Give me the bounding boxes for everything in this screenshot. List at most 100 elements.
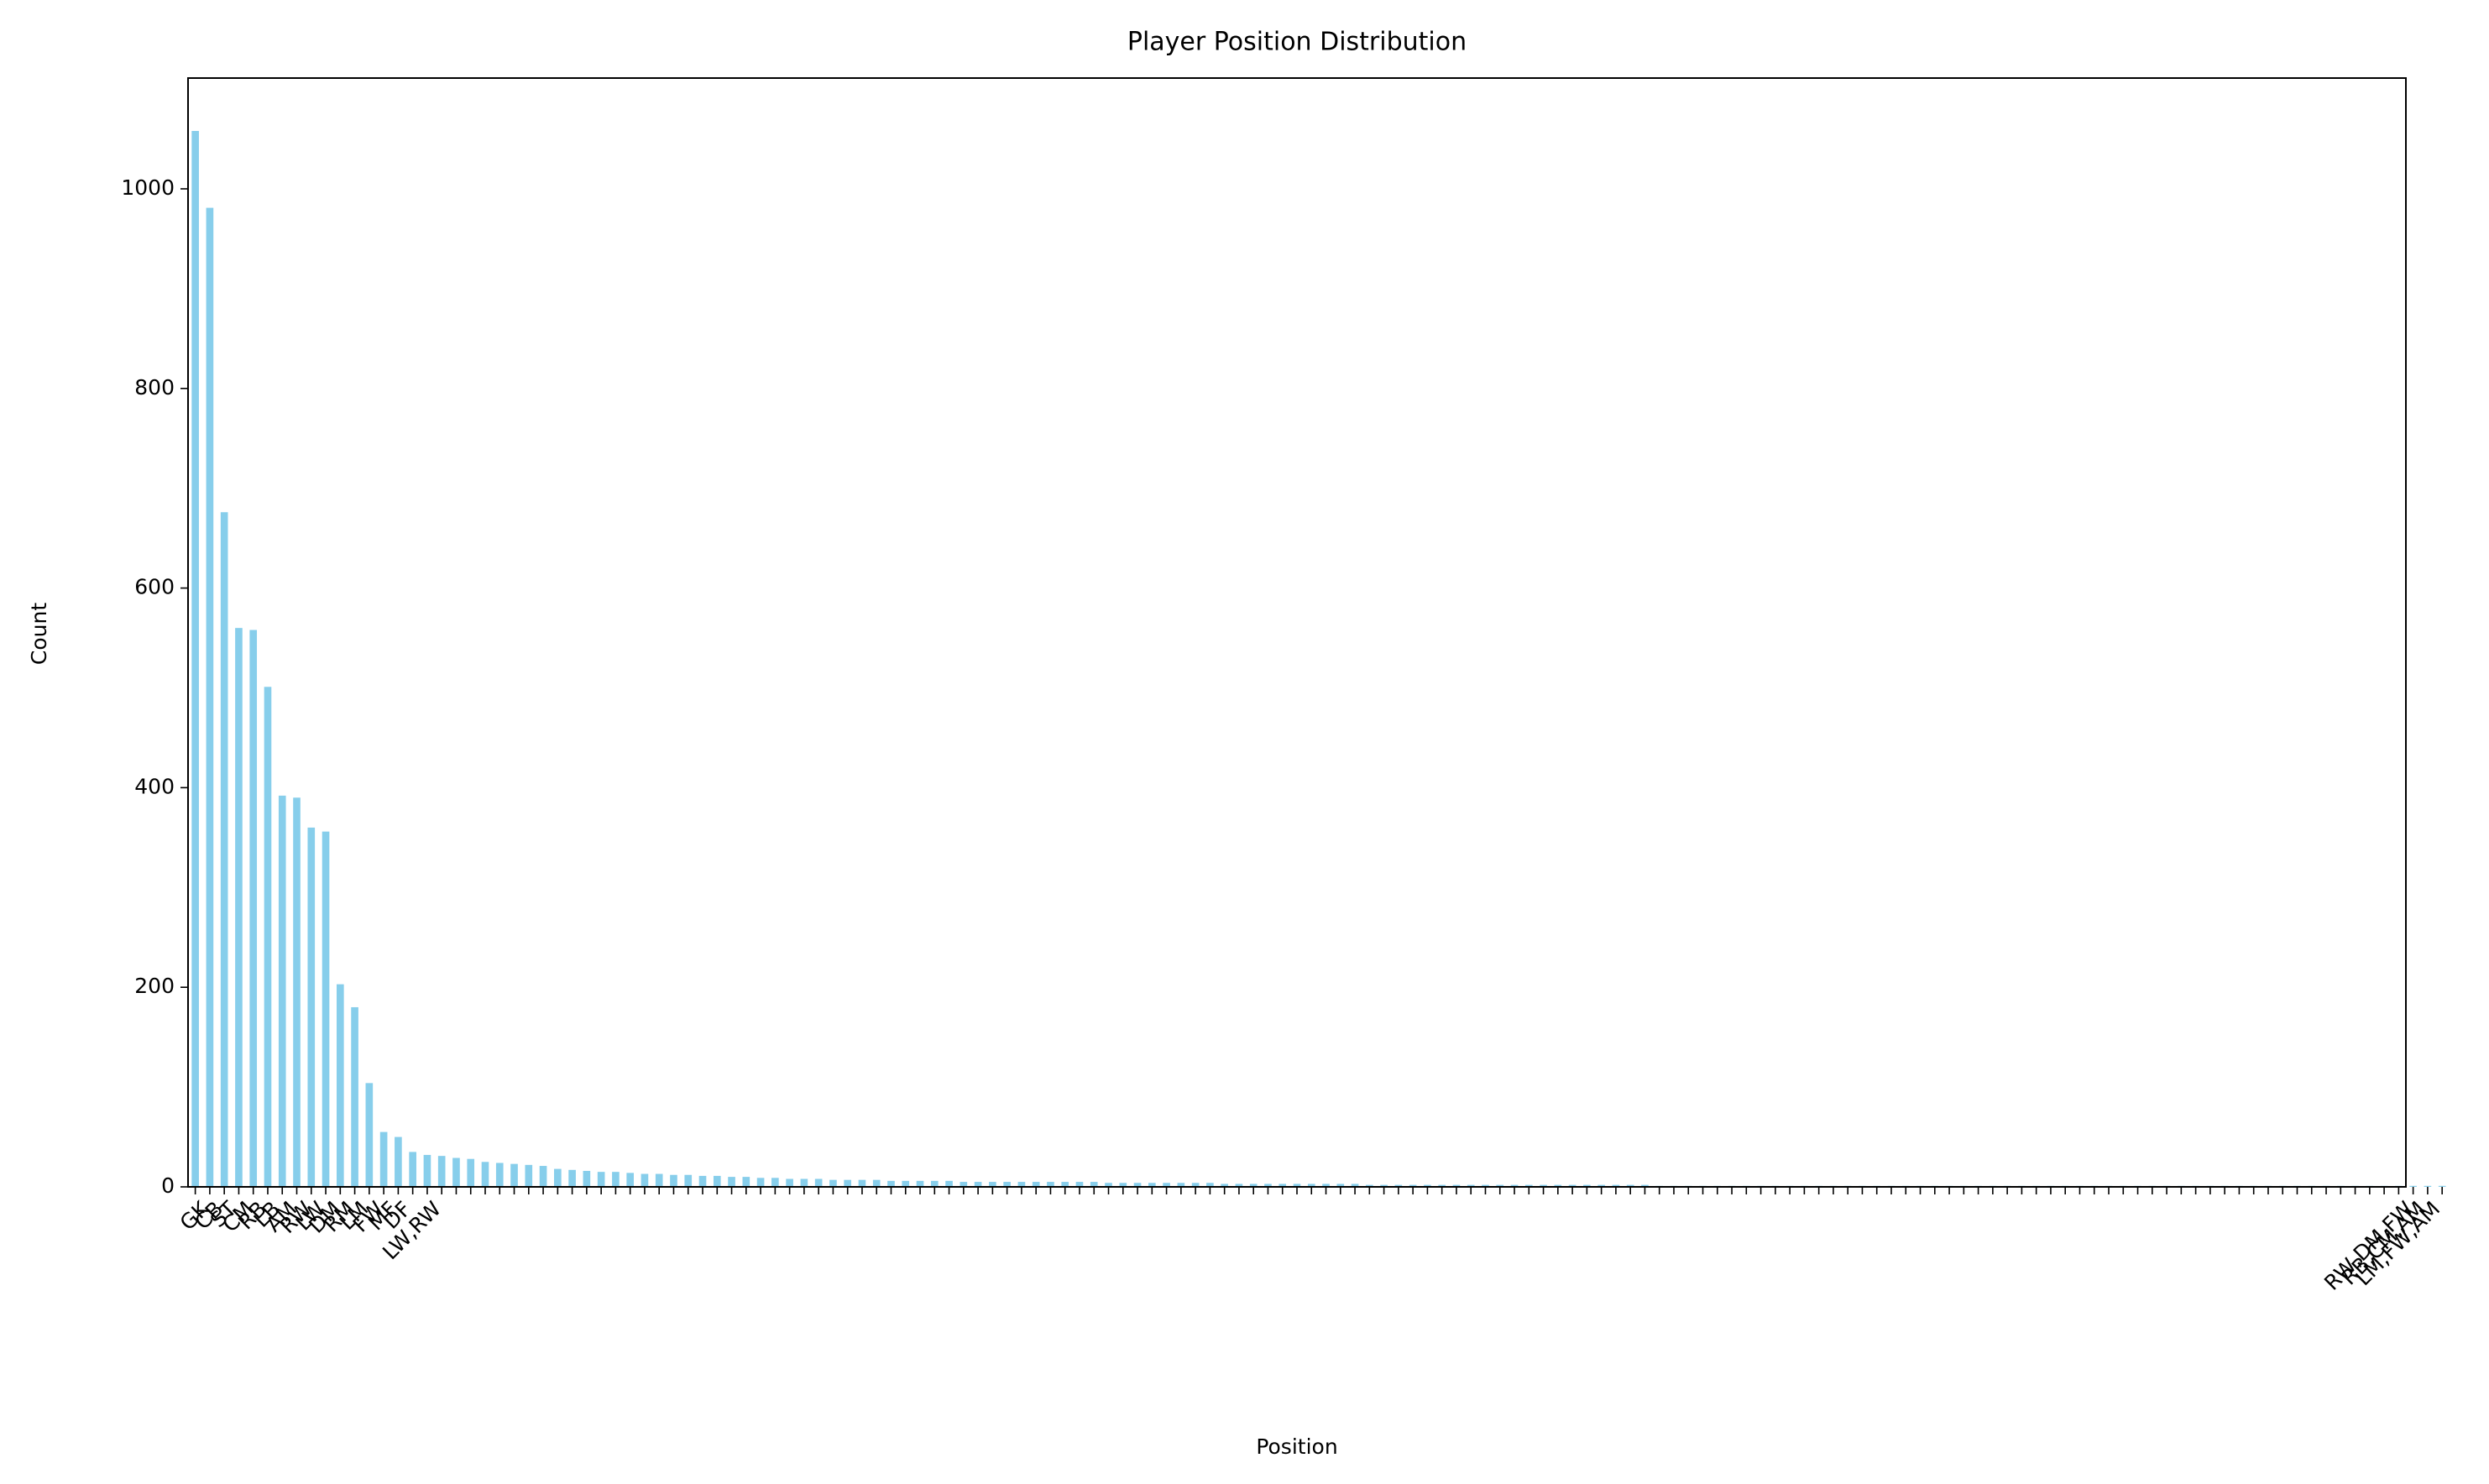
bar	[1409, 1184, 1417, 1187]
bar	[525, 1164, 533, 1187]
bar	[1177, 1183, 1185, 1187]
bar	[495, 1163, 504, 1187]
bar	[1380, 1184, 1388, 1187]
bar	[1482, 1184, 1489, 1187]
bar	[220, 512, 228, 1187]
bar	[800, 1178, 808, 1187]
bar	[379, 1131, 388, 1187]
bar	[858, 1179, 866, 1187]
bar	[989, 1182, 996, 1187]
bar	[1438, 1184, 1446, 1187]
bar	[568, 1169, 576, 1187]
bar	[1105, 1183, 1112, 1187]
bar	[510, 1163, 518, 1187]
bar	[655, 1173, 663, 1187]
bar	[626, 1173, 634, 1187]
bar	[206, 207, 214, 1187]
bar	[249, 630, 258, 1187]
bar	[756, 1178, 765, 1187]
bar	[1510, 1184, 1519, 1187]
bar	[1641, 1184, 1649, 1187]
bar	[612, 1172, 620, 1187]
bar	[1366, 1184, 1373, 1187]
bar	[351, 1006, 358, 1187]
bar	[1307, 1184, 1315, 1187]
bar	[437, 1156, 446, 1187]
bar	[1075, 1182, 1084, 1187]
y-tick-label: 1000	[121, 175, 175, 200]
bar	[887, 1180, 895, 1187]
bar	[1612, 1184, 1620, 1187]
bar	[1047, 1182, 1054, 1187]
bar	[742, 1177, 750, 1187]
bar	[1568, 1184, 1577, 1187]
bar	[960, 1182, 968, 1187]
bar	[829, 1179, 837, 1187]
bar	[264, 687, 272, 1187]
bar	[1235, 1184, 1243, 1187]
bar	[1017, 1182, 1026, 1187]
bar	[554, 1168, 562, 1187]
bar	[1351, 1184, 1359, 1187]
bar	[1163, 1183, 1170, 1187]
bar	[1394, 1184, 1403, 1187]
bar	[698, 1175, 707, 1187]
bar	[1583, 1184, 1591, 1187]
bar	[322, 831, 330, 1187]
bar	[1264, 1184, 1272, 1187]
bar	[945, 1180, 953, 1187]
bar	[583, 1170, 591, 1187]
bar	[670, 1174, 677, 1187]
bar	[597, 1172, 605, 1187]
bar	[771, 1178, 779, 1187]
bar	[423, 1154, 431, 1187]
bar	[872, 1179, 881, 1187]
y-tick-label: 800	[134, 375, 175, 400]
bar	[336, 984, 344, 1187]
bar	[1206, 1183, 1214, 1187]
bar	[2424, 1185, 2432, 1187]
bar	[452, 1157, 460, 1187]
bar	[1322, 1184, 1330, 1187]
y-axis-label: Count	[27, 603, 51, 665]
bar	[684, 1174, 693, 1187]
bar	[1496, 1184, 1504, 1187]
bar	[1597, 1184, 1605, 1187]
bar	[1554, 1184, 1562, 1187]
bar	[307, 827, 316, 1187]
bar	[191, 131, 199, 1187]
bar	[1336, 1184, 1345, 1187]
bar	[814, 1178, 823, 1187]
bar	[395, 1137, 402, 1187]
bar	[930, 1180, 939, 1187]
bar	[467, 1158, 475, 1187]
bar	[1119, 1183, 1127, 1187]
y-tick-label: 0	[161, 1173, 175, 1198]
bar	[1524, 1184, 1533, 1187]
plot-frame	[187, 77, 2407, 1188]
bar	[1452, 1184, 1461, 1187]
bar	[1293, 1184, 1301, 1187]
y-tick-label: 400	[134, 774, 175, 798]
bar	[1221, 1184, 1228, 1187]
bar	[728, 1177, 735, 1187]
bar	[278, 795, 286, 1187]
bar	[1249, 1184, 1258, 1187]
bar	[365, 1083, 374, 1187]
bar	[1191, 1183, 1200, 1187]
bar	[902, 1180, 910, 1187]
bar	[1540, 1184, 1547, 1187]
bar	[641, 1173, 649, 1187]
bar	[1626, 1184, 1634, 1187]
bar	[1133, 1183, 1142, 1187]
bar	[1424, 1184, 1431, 1187]
bar	[844, 1179, 852, 1187]
y-tick-label: 200	[134, 974, 175, 998]
y-tick-label: 600	[134, 575, 175, 599]
bar	[481, 1162, 489, 1187]
bar	[713, 1175, 721, 1187]
bar	[1090, 1182, 1098, 1187]
x-axis-label: Position	[1256, 1434, 1337, 1459]
bar	[539, 1166, 547, 1187]
